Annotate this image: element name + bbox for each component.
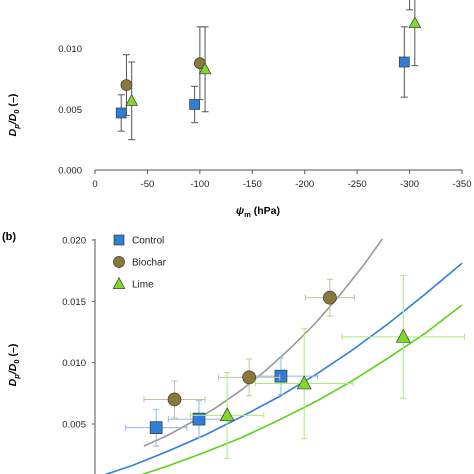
panel-a-marker-lime [125,93,139,106]
panel-b-marker-biochar [242,370,256,385]
panel-a-point-biochar [120,54,133,116]
panel-b-marker-lime [219,407,235,422]
panel-b-label: (b) [2,231,16,243]
panel-a-x-tick-label: -300 [400,179,419,190]
legend-label-control: Control [132,236,164,247]
panel-a-xlabel-unit: (hPa) [251,205,280,217]
panel-b-y-tick-label: 0.015 [62,297,86,308]
panel-b-curves [104,238,463,474]
panel-b-curve-lime [141,304,463,474]
panel-a-marker-control [115,107,127,119]
panel-a-x-axis-label: ψm (hPa) [236,205,280,219]
panel-a-point-biochar [194,26,206,101]
panel-a-x-ticks: 0 -50 -100 -150 -200 -250 -300 -350 [92,170,472,190]
panel-b-marker-lime [296,375,312,390]
panel-a-x-tick-label: -150 [243,179,262,190]
panel-b-point-control [167,400,231,438]
panel-a-y-tick-label: 0.010 [58,44,82,55]
panel-a-marker-lime [408,16,422,29]
panel-b-marker-control [192,412,206,426]
panel-a-x-tick-label: -250 [348,179,367,190]
panel-b-marker-control [274,369,288,383]
legend-marker-biochar [113,256,125,268]
panel-b-marker-lime [395,328,411,343]
panel-a-marker-control [398,56,410,68]
panel-a-marker-control [189,99,200,110]
panel-b-ylabel-sub2: 0 [12,359,21,363]
panel-b-point-lime [341,275,465,399]
panel-b-point-biochar [218,358,281,397]
panel-b-y-ticks: 0.005 0.010 0.015 0.020 [62,236,95,431]
legend-marker-lime [112,277,126,289]
panel-b-marker-control [149,421,163,435]
panel-a-point-control [189,85,200,124]
panel-a-xlabel-sub: m [244,210,251,219]
legend-label-biochar: Biochar [132,258,167,269]
panel-b-ylabel-main2: D [7,363,19,371]
panel-b-ylabel-unit: (–) [7,344,19,360]
panel-b-point-lime [189,371,265,459]
panel-b-marker-biochar [167,392,182,407]
panel-b-point-biochar [304,278,355,317]
panel-a-point-lime [125,61,139,141]
panel-a-marker-biochar [120,79,133,91]
panel-b-y-tick-label: 0.020 [62,236,86,247]
panel-a-ylabel-main2: D [7,113,19,121]
panel-b-legend: Control Biochar Lime [112,234,167,291]
panel-a-point-control [398,26,410,98]
panel-a-xlabel-symbol: ψ [236,205,244,217]
panel-a-point-lime [198,26,212,113]
panel-a-y-tick-label: 0.000 [58,166,82,177]
panel-b-ylabel-sub1: p [12,374,21,380]
panel-a-point-biochar [406,0,414,11]
panel-b-y-tick-label: 0.005 [62,420,86,431]
panel-b-point-lime [254,327,354,440]
panel-b-point-biochar [143,380,206,419]
panel-a-x-tick-label: -50 [141,179,155,190]
panel-b-marker-biochar [323,290,337,305]
panel-a-x-tick-label: -350 [452,179,471,190]
panel-b-y-axis-label: Dp/D0 (–) [7,344,21,387]
panel-a-x-tick-label: 0 [92,179,97,190]
panel-b-point-control [125,408,188,447]
panel-a-y-axis-label: Dp/D0 (–) [7,94,21,137]
panel-a-ylabel-sub2: 0 [12,109,21,113]
panel-b-marks [125,275,465,459]
panel-a-marker-lime [198,62,212,75]
panel-b: (b) 0.005 0.010 0.015 0.020 Control Biochar L… [2,231,465,474]
panel-b-y-tick-label: 0.010 [62,358,86,369]
panel-a-x-tick-label: -200 [295,179,314,190]
panel-a-y-tick-label: 0.005 [58,105,82,116]
panel-a-point-lime [408,0,422,67]
legend-marker-control [113,234,125,246]
panel-b-ylabel-main: D [7,378,19,386]
panel-b-curve-control [104,262,463,474]
legend-label-lime: Lime [132,280,154,291]
panel-a-ylabel-sub1: p [12,124,21,130]
panel-a-point-control [115,94,127,132]
panel-a-ylabel-unit: (–) [7,94,19,110]
panel-a-marks [115,0,422,141]
panel-a-ylabel-main: D [7,128,19,136]
panel-a-x-tick-label: -100 [190,179,209,190]
panel-b-curve-biochar [143,238,384,447]
